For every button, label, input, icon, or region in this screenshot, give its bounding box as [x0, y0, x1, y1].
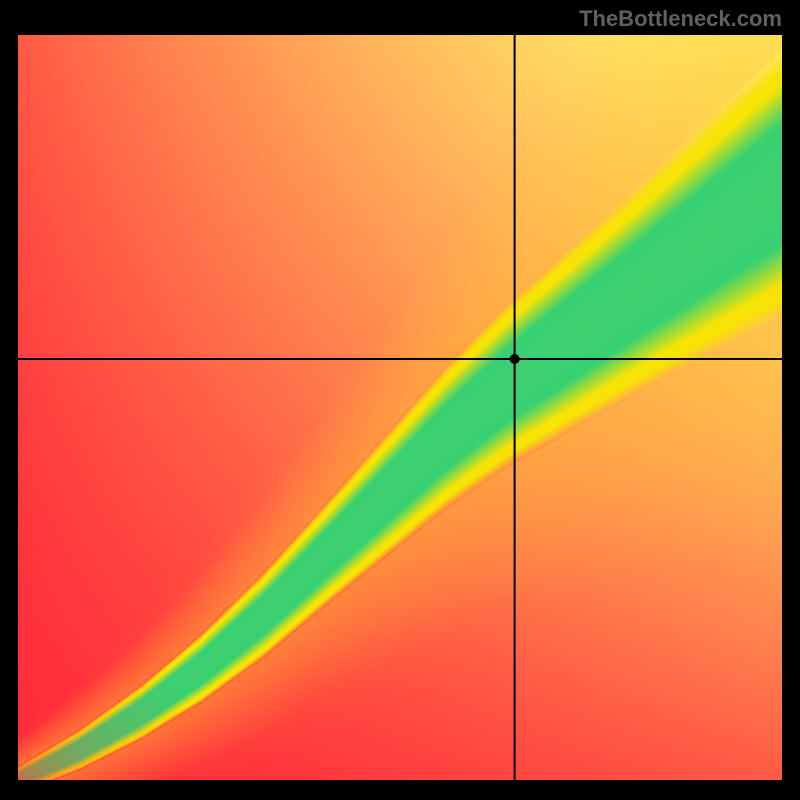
heatmap-plot: [18, 35, 782, 780]
watermark-text: TheBottleneck.com: [579, 6, 782, 32]
heatmap-canvas: [18, 35, 782, 780]
